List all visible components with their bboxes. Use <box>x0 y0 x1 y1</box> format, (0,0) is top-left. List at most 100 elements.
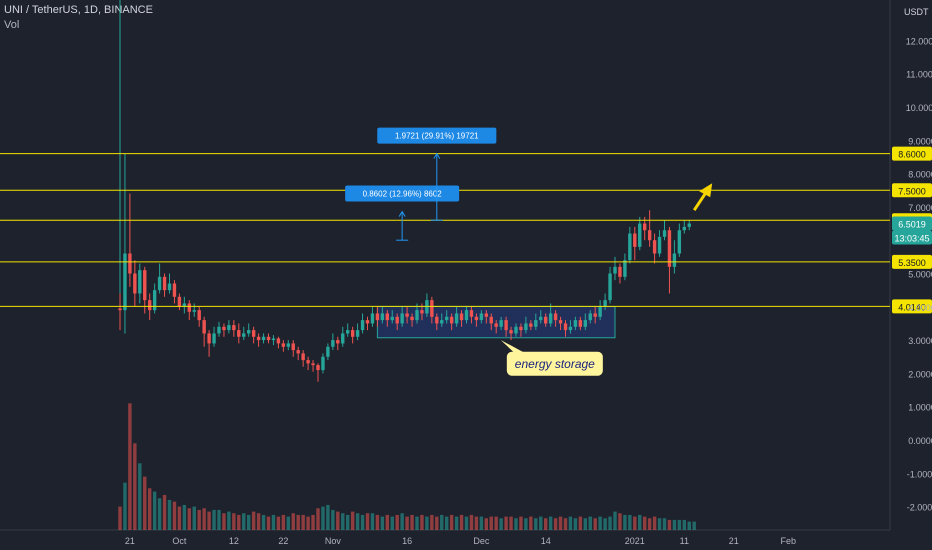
volume-bar <box>415 516 419 530</box>
measure-arrowhead <box>398 210 406 217</box>
volume-bar <box>692 521 696 530</box>
candle-body <box>548 313 553 324</box>
level-tag <box>892 299 932 314</box>
energy-storage-callout[interactable] <box>506 351 603 376</box>
volume-bar <box>306 516 310 530</box>
volume-bar <box>425 516 429 530</box>
volume-bar <box>618 513 622 530</box>
candle-body <box>261 336 266 341</box>
volume-bar <box>331 509 335 530</box>
volume-bar <box>633 516 637 530</box>
candle-body <box>326 346 330 357</box>
candle-body <box>306 360 310 364</box>
volume-bar <box>232 513 236 530</box>
candle-body <box>341 333 345 344</box>
volume-bar <box>177 506 182 530</box>
time-tick-label: Feb <box>780 536 796 546</box>
volume-bar <box>588 516 592 530</box>
volume-bar <box>558 516 563 530</box>
volume-bar <box>360 514 365 530</box>
volume-bar <box>524 518 528 530</box>
volume-indicator-label[interactable]: Vol <box>4 19 20 31</box>
candle-body <box>534 320 538 327</box>
volume-bar <box>143 476 147 530</box>
volume-bar <box>420 514 424 530</box>
volume-bar <box>162 494 167 530</box>
level-price-label: 4.0140 <box>898 302 926 312</box>
candle-body <box>514 326 518 334</box>
volume-bar <box>375 514 380 530</box>
candle-body <box>360 320 365 331</box>
candle-body <box>187 303 191 312</box>
volume-bar <box>256 513 261 530</box>
measure-label-box <box>345 185 460 202</box>
volume-bar <box>568 516 573 530</box>
volume-bar <box>291 513 295 530</box>
candle-body <box>445 316 449 321</box>
volume-bar <box>197 509 201 530</box>
volume-bar <box>578 516 583 530</box>
candle-body <box>177 296 182 307</box>
candle-body <box>207 333 211 344</box>
volume-bar <box>469 514 474 530</box>
candle-body <box>489 316 493 324</box>
candle-body <box>375 313 380 321</box>
measure-label-box <box>377 127 497 144</box>
candle-body <box>271 338 276 341</box>
measure-label: 0.8602 (12.96%) 8602 <box>363 190 443 199</box>
volume-bar <box>380 516 385 530</box>
candle-body <box>365 320 370 324</box>
candle-body <box>499 320 503 327</box>
candle-body <box>148 300 152 311</box>
volume-bar <box>440 514 444 530</box>
candle-body <box>484 313 488 317</box>
candle-body <box>167 283 172 291</box>
level-price-label: 5.3500 <box>898 258 926 268</box>
level-tag <box>892 146 932 161</box>
candle-body <box>172 283 177 297</box>
volume-bar <box>286 516 290 530</box>
volume-bar <box>484 518 488 530</box>
candle-body <box>192 310 196 312</box>
candle-body <box>232 325 236 331</box>
volume-bar <box>435 516 439 530</box>
candle-body <box>133 273 137 294</box>
volume-bar <box>390 516 394 530</box>
candle-body <box>162 276 167 291</box>
level-tag <box>892 183 932 198</box>
volume-bar <box>410 514 414 530</box>
volume-bar <box>123 482 127 530</box>
volume-bar <box>281 514 286 530</box>
candle-body <box>286 343 290 347</box>
volume-bar <box>385 514 389 530</box>
candle-body <box>568 326 573 331</box>
candle-body <box>227 325 231 331</box>
candle-body <box>143 270 147 301</box>
volume-bar <box>623 514 627 530</box>
candle-body <box>247 330 251 334</box>
candle-body <box>647 230 652 241</box>
callout-pointer <box>500 340 529 356</box>
candle-body <box>494 323 498 327</box>
candle-body <box>657 236 662 254</box>
volume-bar <box>667 519 672 530</box>
candle-body <box>331 340 335 347</box>
volume-bar <box>613 511 617 530</box>
candle-body <box>553 313 558 321</box>
volume-bar <box>430 514 434 530</box>
volume-bar <box>509 516 513 530</box>
volume-bar <box>365 513 370 530</box>
candle-body <box>509 330 513 334</box>
volume-bar <box>445 516 449 530</box>
volume-bar <box>534 518 538 530</box>
volume-bar <box>499 518 503 530</box>
volume-bar <box>638 514 642 530</box>
candle-body <box>123 253 127 311</box>
candle-body <box>633 233 637 247</box>
candle-body <box>128 253 132 274</box>
candle-body <box>405 313 409 317</box>
